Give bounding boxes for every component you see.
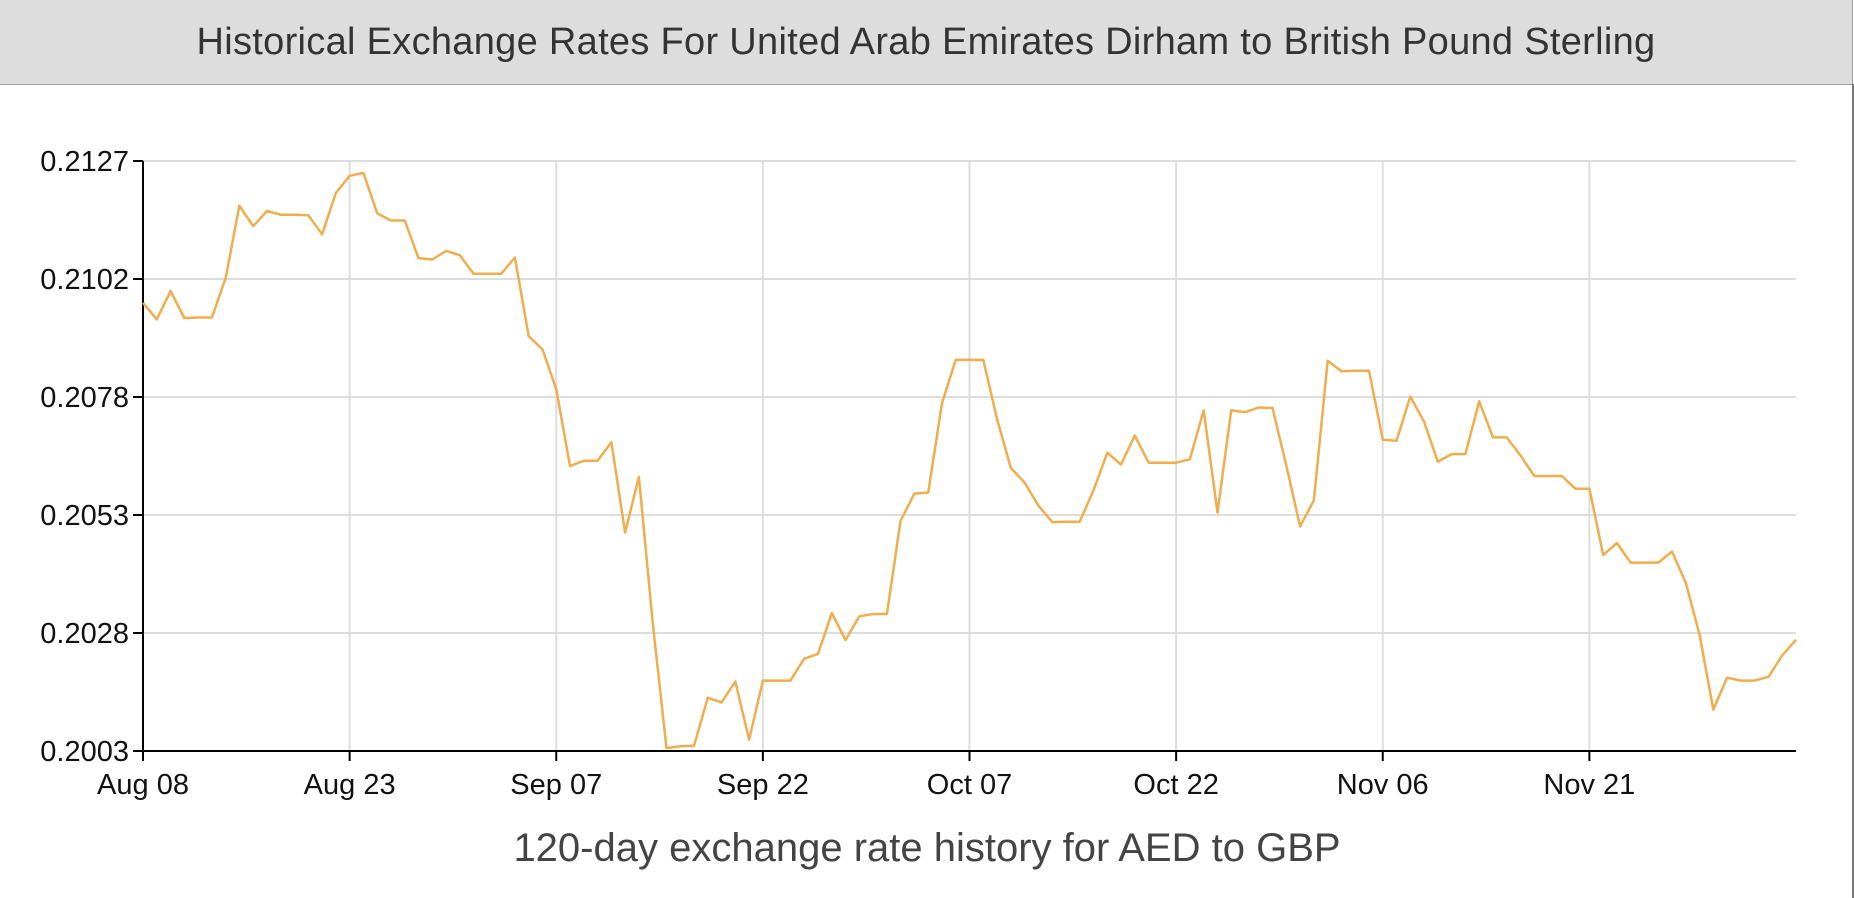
x-tick-label: Nov 06 [1337, 769, 1429, 801]
chart-title: Historical Exchange Rates For United Ara… [196, 20, 1656, 63]
y-tick-label: 0.2053 [40, 500, 129, 532]
x-tick-label: Sep 22 [717, 769, 809, 801]
frame-right-border [1852, 84, 1854, 898]
y-tick-label: 0.2078 [40, 382, 129, 414]
chart-caption: 120-day exchange rate history for AED to… [513, 826, 1341, 870]
y-tick-label: 0.2028 [40, 618, 129, 650]
rate-series-line [142, 171, 1797, 750]
x-tick-label: Oct 07 [927, 769, 1012, 801]
x-tick-label: Aug 23 [304, 769, 396, 801]
exchange-rate-chart: 0.2003 0.2028 0.2053 0.2078 0.2102 0.2127 Aug … [40, 146, 1797, 801]
y-tick-label: 0.2003 [40, 736, 129, 768]
x-tick-label: Nov 21 [1543, 769, 1635, 801]
y-tick-label: 0.2127 [40, 146, 129, 178]
chart-title-bar: Historical Exchange Rates For United Ara… [0, 0, 1853, 85]
y-tick-label: 0.2102 [40, 264, 129, 296]
x-tick-label: Oct 22 [1133, 769, 1218, 801]
x-tick-label: Aug 08 [97, 769, 189, 801]
x-tick-label: Sep 07 [510, 769, 602, 801]
